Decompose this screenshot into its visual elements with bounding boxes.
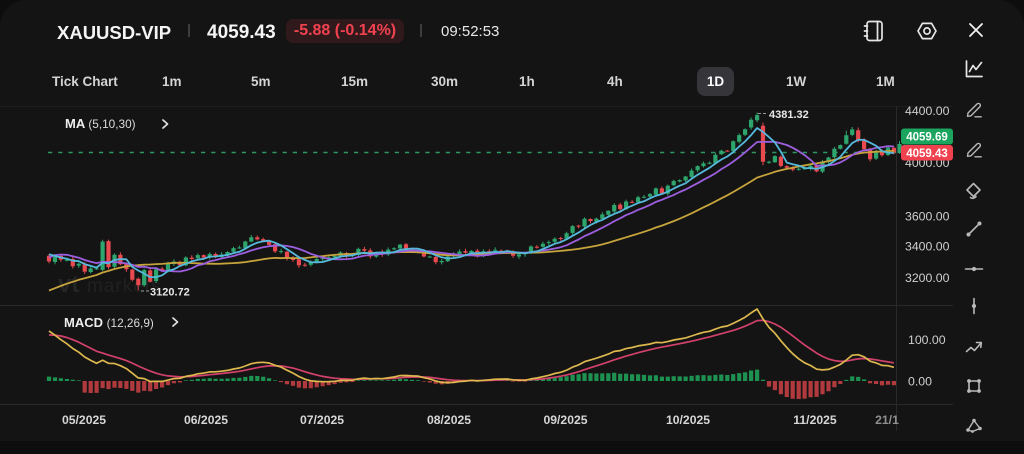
svg-text:09/2025: 09/2025: [543, 413, 587, 427]
svg-text:3120.72: 3120.72: [150, 287, 190, 299]
svg-text:4059.43: 4059.43: [906, 148, 948, 160]
svg-text:4381.32: 4381.32: [769, 109, 809, 121]
svg-text:3200.00: 3200.00: [905, 271, 950, 285]
svg-text:4059.69: 4059.69: [906, 132, 948, 144]
svg-text:vt: vt: [58, 271, 79, 298]
svg-text:05/2025: 05/2025: [62, 413, 106, 427]
svg-text:06/2025: 06/2025: [184, 413, 228, 427]
svg-text:3400.00: 3400.00: [905, 240, 950, 254]
svg-text:0.00: 0.00: [908, 374, 932, 388]
svg-text:3600.00: 3600.00: [905, 210, 950, 224]
svg-text:10/2025: 10/2025: [666, 413, 710, 427]
svg-text:07/2025: 07/2025: [300, 413, 344, 427]
svg-text:21/1: 21/1: [875, 413, 899, 427]
svg-text:4400.00: 4400.00: [905, 104, 950, 118]
svg-text:100.00: 100.00: [908, 333, 946, 347]
svg-text:11/2025: 11/2025: [793, 413, 837, 427]
svg-text:08/2025: 08/2025: [427, 413, 471, 427]
